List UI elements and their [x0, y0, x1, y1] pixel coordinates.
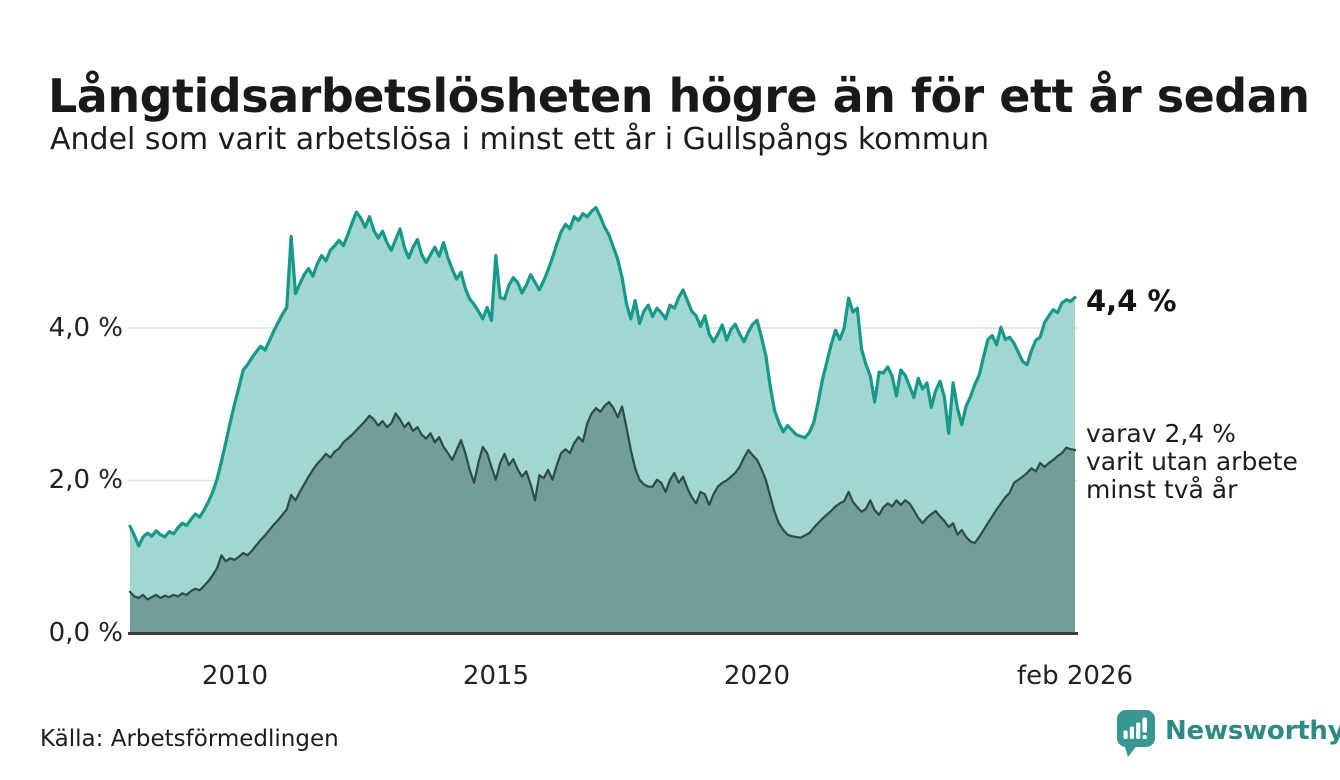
two-year-annotation-line-1: varav 2,4 %: [1086, 419, 1236, 448]
x-axis-label-feb-2026: feb 2026: [1016, 661, 1134, 691]
newsworthy-logo: Newsworthy: [1115, 708, 1340, 758]
x-axis-label-2020: 2020: [723, 661, 791, 691]
x-axis-label-2010: 2010: [201, 661, 269, 691]
series-line-1: [128, 400, 1077, 601]
source-note: Källa: Arbetsförmedlingen: [40, 726, 339, 752]
series-area-1: [130, 401, 1075, 633]
two-year-annotation-line-2: varit utan arbete: [1086, 447, 1298, 476]
y-axis-label-4: 4,0 %: [48, 313, 123, 343]
two-year-annotation-line-3: minst två år: [1086, 475, 1238, 504]
two-year-annotation: varav 2,4 % varit utan arbete minst två …: [1086, 420, 1298, 504]
x-axis-label-2015: 2015: [462, 661, 530, 691]
y-axis-label-2: 2,0 %: [48, 465, 123, 495]
y-axis-label-0: 0,0 %: [48, 618, 123, 648]
chart-title: Långtidsarbetslösheten högre än för ett …: [48, 68, 1310, 123]
newsworthy-logo-text: Newsworthy: [1165, 716, 1340, 746]
newsworthy-logo-icon: [1117, 710, 1155, 757]
chart-subtitle: Andel som varit arbetslösa i minst ett å…: [50, 122, 989, 157]
total-end-value-label: 4,4 %: [1086, 284, 1177, 318]
series-line-0: [128, 205, 1077, 548]
